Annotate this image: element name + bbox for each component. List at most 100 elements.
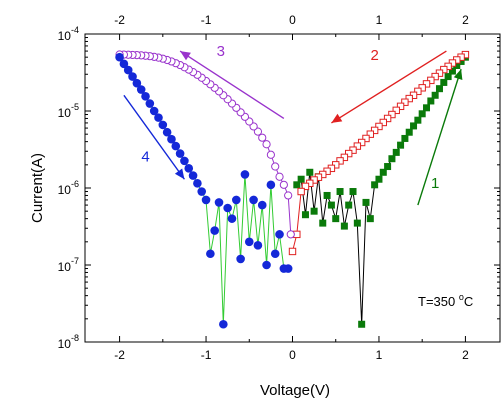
series-1-point bbox=[392, 148, 400, 156]
series-2-point bbox=[414, 87, 422, 96]
series-4-point bbox=[158, 120, 168, 130]
series-4-point bbox=[193, 179, 202, 188]
series-1-point bbox=[306, 168, 314, 176]
x-tick-label: 1 bbox=[376, 348, 383, 362]
series-4-point bbox=[197, 187, 207, 196]
sweep-arrow-shaft bbox=[331, 50, 447, 124]
series-4-point bbox=[145, 99, 155, 108]
series-1-point bbox=[427, 97, 435, 105]
series-1-point bbox=[366, 215, 374, 223]
series-4-point bbox=[219, 319, 228, 329]
series-4-point bbox=[132, 78, 142, 88]
series-2-point bbox=[422, 80, 431, 88]
series-4-point bbox=[214, 198, 224, 207]
series-4-point bbox=[283, 264, 293, 273]
sweep-label-3: 3 bbox=[217, 43, 225, 60]
top-x-tick-label: 0 bbox=[289, 13, 296, 27]
series-4-point bbox=[123, 65, 133, 75]
top-x-tick-label: -1 bbox=[201, 13, 212, 27]
series-3 bbox=[115, 50, 295, 239]
series-4-point bbox=[188, 171, 198, 180]
series-4-point bbox=[266, 180, 276, 190]
sweep-arrow-shaft bbox=[123, 94, 185, 180]
series-1-line bbox=[296, 56, 466, 325]
series-1-point bbox=[435, 85, 443, 93]
series-4-point bbox=[184, 164, 194, 173]
y-tick-label: 10-8 bbox=[58, 333, 79, 351]
series-2-point bbox=[431, 72, 439, 81]
series-2-point bbox=[336, 157, 344, 165]
sweep-label-2: 2 bbox=[370, 47, 378, 64]
series-1-point bbox=[293, 181, 301, 189]
series-4-point bbox=[128, 72, 137, 81]
series-1-point bbox=[375, 175, 383, 183]
series-2 bbox=[288, 50, 470, 256]
series-3-point bbox=[253, 127, 263, 136]
x-tick-label: 0 bbox=[289, 348, 296, 362]
series-4-point bbox=[262, 260, 271, 270]
series-1-point bbox=[401, 134, 409, 142]
series-2-point bbox=[362, 134, 370, 143]
series-1-point bbox=[345, 201, 353, 209]
series-1-point bbox=[414, 116, 422, 124]
series-1-point bbox=[423, 104, 431, 112]
series-4-point bbox=[227, 214, 237, 223]
y-tick-label: 10-4 bbox=[58, 25, 79, 43]
sweep-arrow-4: 4 bbox=[123, 94, 185, 180]
x-axis-title: Voltage(V) bbox=[260, 382, 330, 399]
series-1 bbox=[293, 53, 469, 328]
series-4-point bbox=[149, 106, 159, 116]
sweep-arrow-head bbox=[331, 113, 343, 123]
series-1-point bbox=[388, 155, 396, 163]
y-tick-label: 10-5 bbox=[58, 102, 79, 120]
sweep-arrow-1: 1 bbox=[417, 68, 463, 206]
series-2-point bbox=[401, 98, 409, 106]
series-4-point bbox=[249, 195, 258, 205]
series-1-point bbox=[358, 320, 366, 328]
series-4-point bbox=[162, 127, 172, 137]
top-x-tick-label: 2 bbox=[462, 13, 469, 27]
series-2-point bbox=[396, 102, 405, 111]
series-1-point bbox=[444, 73, 452, 81]
series-4-point bbox=[115, 52, 124, 62]
series-1-point bbox=[332, 215, 340, 223]
series-1-point bbox=[353, 219, 361, 227]
y-axis-title: Current(A) bbox=[29, 153, 46, 223]
series-2-point bbox=[297, 187, 305, 196]
series-3-point bbox=[284, 191, 293, 200]
series-2-point bbox=[388, 110, 396, 119]
y-tick-label: 10-7 bbox=[58, 256, 79, 274]
series-4-point bbox=[141, 92, 150, 101]
temperature-unit: C bbox=[464, 294, 473, 309]
series-1-point bbox=[323, 191, 331, 199]
series-1-point bbox=[457, 57, 465, 65]
sweep-label-4: 4 bbox=[141, 149, 149, 166]
series-4-point bbox=[244, 237, 254, 247]
series-3-point bbox=[275, 172, 284, 181]
series-4 bbox=[115, 52, 293, 329]
sweep-arrow-2: 2 bbox=[331, 47, 447, 124]
arrow-layer: 1 2 3 4 bbox=[123, 43, 463, 206]
series-4-point bbox=[154, 113, 163, 122]
sweep-arrow-head bbox=[174, 168, 185, 180]
sweep-arrow-shaft bbox=[179, 50, 285, 120]
series-1-point bbox=[448, 67, 456, 75]
series-4-point bbox=[136, 85, 146, 94]
series-1-point bbox=[371, 181, 379, 189]
series-4-point bbox=[270, 249, 280, 259]
series-1-point bbox=[397, 141, 405, 149]
series-1-point bbox=[340, 222, 348, 230]
top-x-tick-label: 1 bbox=[376, 13, 383, 27]
series-4-point bbox=[201, 195, 211, 205]
temperature-annotation: T=350 oC bbox=[418, 292, 473, 309]
series-4-point bbox=[240, 170, 250, 179]
temperature-text: T=350 bbox=[418, 294, 459, 309]
series-2-point bbox=[301, 182, 310, 191]
series-2-point bbox=[366, 130, 375, 138]
series-1-point bbox=[310, 207, 318, 215]
series-4-point bbox=[119, 59, 129, 69]
series-3-point bbox=[262, 140, 271, 149]
series-2-point bbox=[288, 247, 297, 256]
sweep-arrow-head bbox=[180, 51, 191, 61]
